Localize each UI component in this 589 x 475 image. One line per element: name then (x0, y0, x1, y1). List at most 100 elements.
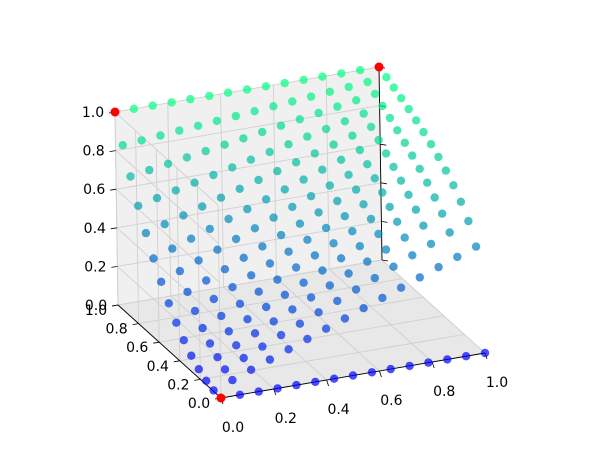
surface-point (258, 127, 267, 137)
z-tick-mark (380, 143, 387, 146)
surface-point (397, 94, 406, 103)
surface-point (329, 239, 338, 248)
tick-labels: 0.00.00.20.20.40.40.60.60.80.81.01.00.00… (82, 105, 508, 436)
surface-point (179, 336, 188, 345)
surface-point (340, 212, 349, 221)
surface-point (370, 273, 379, 283)
surface-point (303, 334, 312, 344)
surface-point (205, 339, 215, 348)
surface-point (168, 244, 177, 253)
surface-point (453, 252, 462, 262)
surface-point (231, 111, 240, 121)
surface-point (318, 165, 327, 174)
surface-point (273, 166, 282, 176)
grid-line (200, 333, 465, 380)
surface-point (194, 365, 203, 374)
surface-point (209, 386, 218, 395)
surface-point (340, 117, 350, 126)
surface-point (337, 69, 346, 78)
surface-point (461, 352, 471, 361)
surface-point (314, 308, 323, 317)
z-tick-mark-left (111, 266, 118, 268)
z-tick-mark-left (111, 304, 119, 307)
surface-point (160, 220, 169, 229)
x-tick-label: 0.8 (433, 384, 455, 400)
surface-point (205, 224, 214, 234)
surface-point (404, 104, 413, 114)
surface-point (118, 141, 128, 150)
grid-line (155, 149, 160, 343)
surface-point (434, 262, 443, 272)
surface-point (291, 158, 301, 167)
surface-point (464, 216, 473, 226)
grid-line (116, 227, 221, 322)
surface-point (213, 353, 222, 362)
y-tick-mark (153, 341, 160, 344)
surface-point (385, 202, 394, 212)
surface-point (396, 283, 406, 292)
surface-point (175, 126, 184, 135)
surface-point (183, 287, 192, 297)
surface-point (396, 176, 406, 185)
surface-point (408, 151, 417, 160)
grid-line (114, 111, 119, 306)
surface-point (292, 380, 301, 390)
surface-point (258, 242, 267, 251)
surface-point (321, 124, 331, 134)
surface-point (295, 219, 305, 228)
surface-point (228, 163, 237, 172)
surface-point (449, 181, 458, 190)
z-tick-mark (380, 182, 387, 185)
z-tick-label: 0.6 (83, 182, 105, 198)
surface-point (378, 101, 387, 111)
surface-point (318, 72, 327, 81)
surface-point (321, 324, 331, 333)
grid-line (276, 277, 380, 372)
surface-point (333, 102, 342, 111)
corner-point (216, 393, 226, 403)
surface-point (179, 211, 188, 220)
surface-point (254, 287, 263, 296)
surface-point (306, 192, 316, 201)
surface-point (359, 200, 368, 209)
surface-point (389, 262, 398, 271)
surface-point (299, 75, 308, 85)
grid-line (115, 188, 220, 283)
surface-point (217, 311, 226, 321)
grid-line (138, 278, 403, 325)
z-tick-mark (381, 221, 388, 223)
surface-point (220, 265, 230, 274)
surface-point (400, 233, 409, 242)
grid-line (116, 143, 381, 190)
y-tick-label: 0.8 (105, 322, 127, 338)
surface-point (280, 185, 289, 194)
surface-point (340, 314, 350, 323)
surface-point (145, 165, 154, 175)
surface-point (426, 140, 436, 149)
surface-point (381, 245, 391, 254)
grid-line (179, 315, 444, 362)
surface-point (333, 196, 342, 206)
surface-point (325, 281, 334, 290)
surface-point (329, 140, 338, 149)
surface-point (325, 87, 335, 97)
surface-point (284, 140, 293, 149)
surface-point (223, 88, 233, 97)
surface-point (269, 213, 278, 222)
surface-point (303, 132, 312, 141)
surface-point (359, 304, 368, 313)
surface-point (325, 181, 334, 190)
surface-point (363, 257, 372, 266)
surface-point (242, 85, 252, 94)
surface-point (336, 155, 346, 164)
z-tick-mark-left (110, 188, 117, 191)
grid-line (325, 75, 330, 270)
surface-point (295, 115, 304, 124)
surface-point (141, 228, 151, 238)
surface-point (389, 162, 398, 172)
surface-point (348, 227, 357, 236)
y-tick-label: 0.6 (126, 340, 148, 356)
surface-point (471, 242, 481, 251)
surface-point (269, 317, 278, 326)
surface-point (254, 175, 263, 185)
